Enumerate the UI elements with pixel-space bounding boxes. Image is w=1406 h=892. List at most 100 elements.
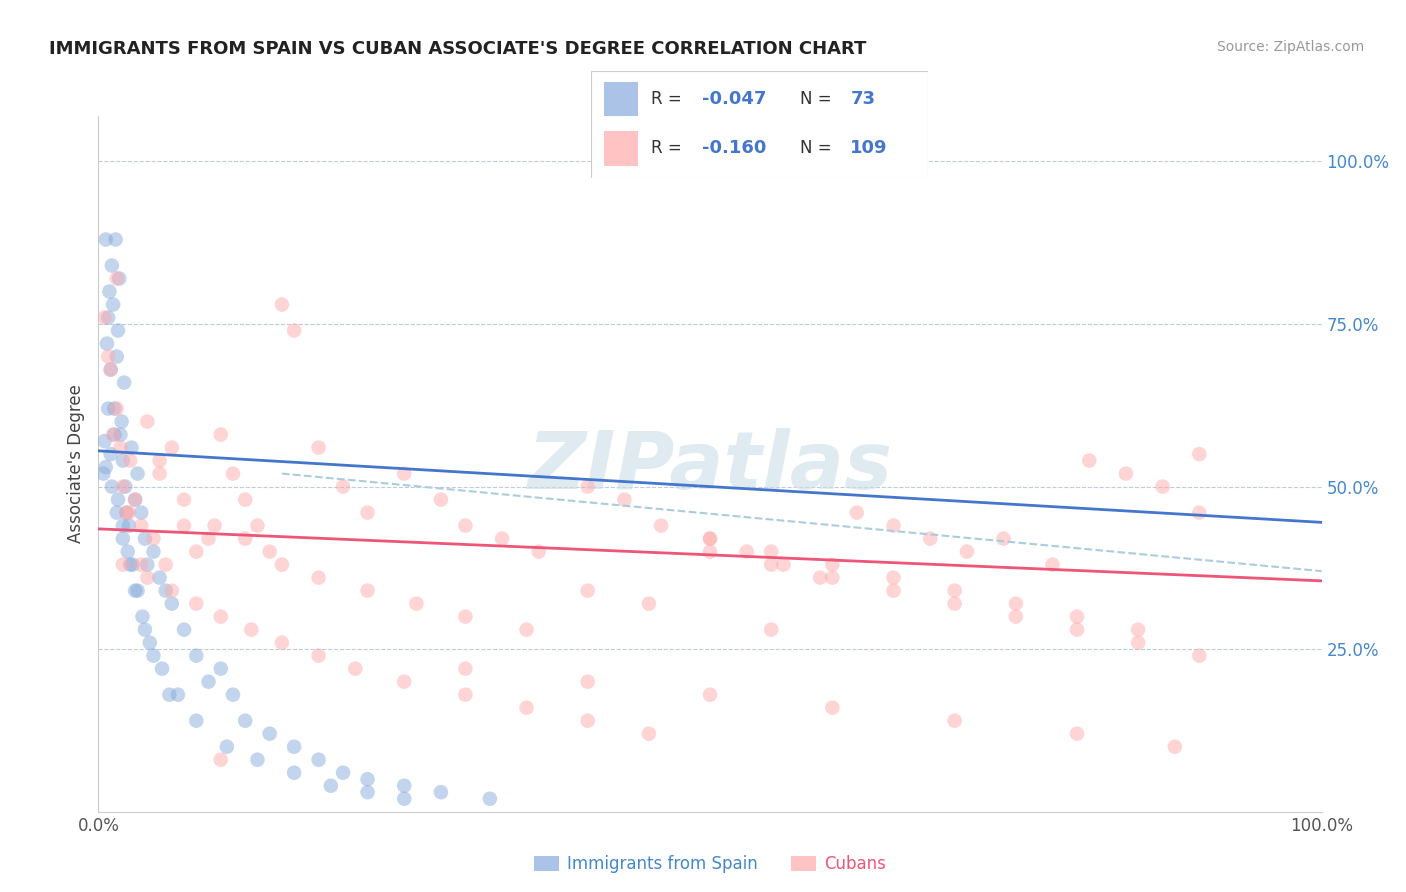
Point — [576, 480, 599, 494]
Text: -0.160: -0.160 — [702, 139, 766, 157]
Point — [283, 324, 305, 338]
Point — [155, 558, 177, 572]
Point — [222, 688, 245, 702]
Point — [1152, 480, 1174, 494]
Point — [93, 310, 115, 325]
Point — [233, 532, 256, 546]
Point — [93, 434, 115, 448]
Point — [118, 506, 141, 520]
Point — [233, 714, 256, 728]
Point — [392, 674, 416, 689]
Point — [943, 597, 966, 611]
Point — [392, 791, 416, 805]
Point — [1128, 623, 1150, 637]
Point — [197, 532, 219, 546]
Point — [259, 544, 281, 558]
Point — [94, 233, 117, 247]
Point — [97, 310, 120, 325]
Point — [110, 427, 132, 442]
Point — [1188, 506, 1211, 520]
Point — [111, 518, 134, 533]
Point — [112, 376, 135, 390]
Point — [491, 532, 513, 546]
Point — [111, 453, 134, 467]
FancyBboxPatch shape — [591, 71, 928, 178]
Point — [772, 558, 794, 572]
Point — [115, 506, 138, 520]
Point — [150, 662, 173, 676]
Point — [149, 467, 172, 481]
Point — [1188, 447, 1211, 461]
Point — [1004, 597, 1026, 611]
Point — [516, 700, 538, 714]
Point — [270, 558, 294, 572]
Point — [129, 518, 152, 533]
Point — [186, 648, 208, 663]
Point — [97, 401, 120, 416]
Point — [956, 544, 979, 558]
Point — [1164, 739, 1187, 754]
Point — [761, 623, 783, 637]
Point — [1042, 558, 1064, 572]
Point — [118, 518, 141, 533]
Point — [308, 753, 330, 767]
Point — [91, 467, 114, 481]
Point — [209, 662, 232, 676]
Point — [1066, 727, 1088, 741]
Point — [124, 583, 146, 598]
Point — [101, 480, 124, 494]
Point — [821, 571, 844, 585]
Point — [993, 532, 1015, 546]
Point — [699, 688, 721, 702]
Point — [405, 597, 427, 611]
Point — [94, 460, 117, 475]
Point — [111, 532, 134, 546]
Point — [104, 233, 127, 247]
Point — [134, 532, 156, 546]
Point — [136, 571, 159, 585]
Point — [209, 427, 232, 442]
Point — [127, 583, 149, 598]
Point — [943, 714, 966, 728]
Point — [173, 518, 195, 533]
Point — [115, 506, 138, 520]
Point — [270, 297, 294, 311]
Point — [356, 506, 378, 520]
Point — [108, 271, 131, 285]
Point — [160, 441, 183, 455]
Point — [883, 518, 905, 533]
Point — [105, 401, 128, 416]
Point — [120, 441, 142, 455]
Point — [149, 453, 172, 467]
Point — [105, 350, 128, 364]
Point — [142, 544, 165, 558]
Point — [576, 583, 599, 598]
Point — [821, 558, 844, 572]
Point — [761, 544, 783, 558]
Point — [209, 609, 232, 624]
Point — [103, 401, 125, 416]
Point — [392, 779, 416, 793]
Point — [215, 739, 238, 754]
Point — [356, 583, 378, 598]
Point — [735, 544, 758, 558]
Point — [136, 415, 159, 429]
Point — [98, 285, 121, 299]
Point — [1128, 635, 1150, 649]
Point — [100, 447, 122, 461]
Point — [319, 779, 342, 793]
Point — [699, 532, 721, 546]
Point — [105, 506, 128, 520]
Point — [149, 571, 172, 585]
Point — [120, 453, 142, 467]
Point — [100, 362, 122, 376]
Text: N =: N = — [800, 139, 837, 157]
Text: 109: 109 — [851, 139, 887, 157]
Text: -0.047: -0.047 — [702, 90, 766, 108]
Point — [240, 623, 263, 637]
Y-axis label: Associate's Degree: Associate's Degree — [67, 384, 86, 543]
Point — [454, 688, 477, 702]
Point — [516, 623, 538, 637]
Point — [808, 571, 831, 585]
Point — [111, 558, 134, 572]
